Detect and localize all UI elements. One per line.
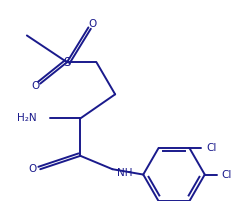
Text: NH: NH	[117, 168, 133, 178]
Text: O: O	[28, 164, 36, 174]
Text: O: O	[88, 19, 97, 29]
Text: S: S	[63, 56, 71, 69]
Text: Cl: Cl	[206, 143, 216, 153]
Text: Cl: Cl	[221, 169, 232, 180]
Text: H₂N: H₂N	[17, 113, 36, 123]
Text: O: O	[31, 81, 40, 91]
